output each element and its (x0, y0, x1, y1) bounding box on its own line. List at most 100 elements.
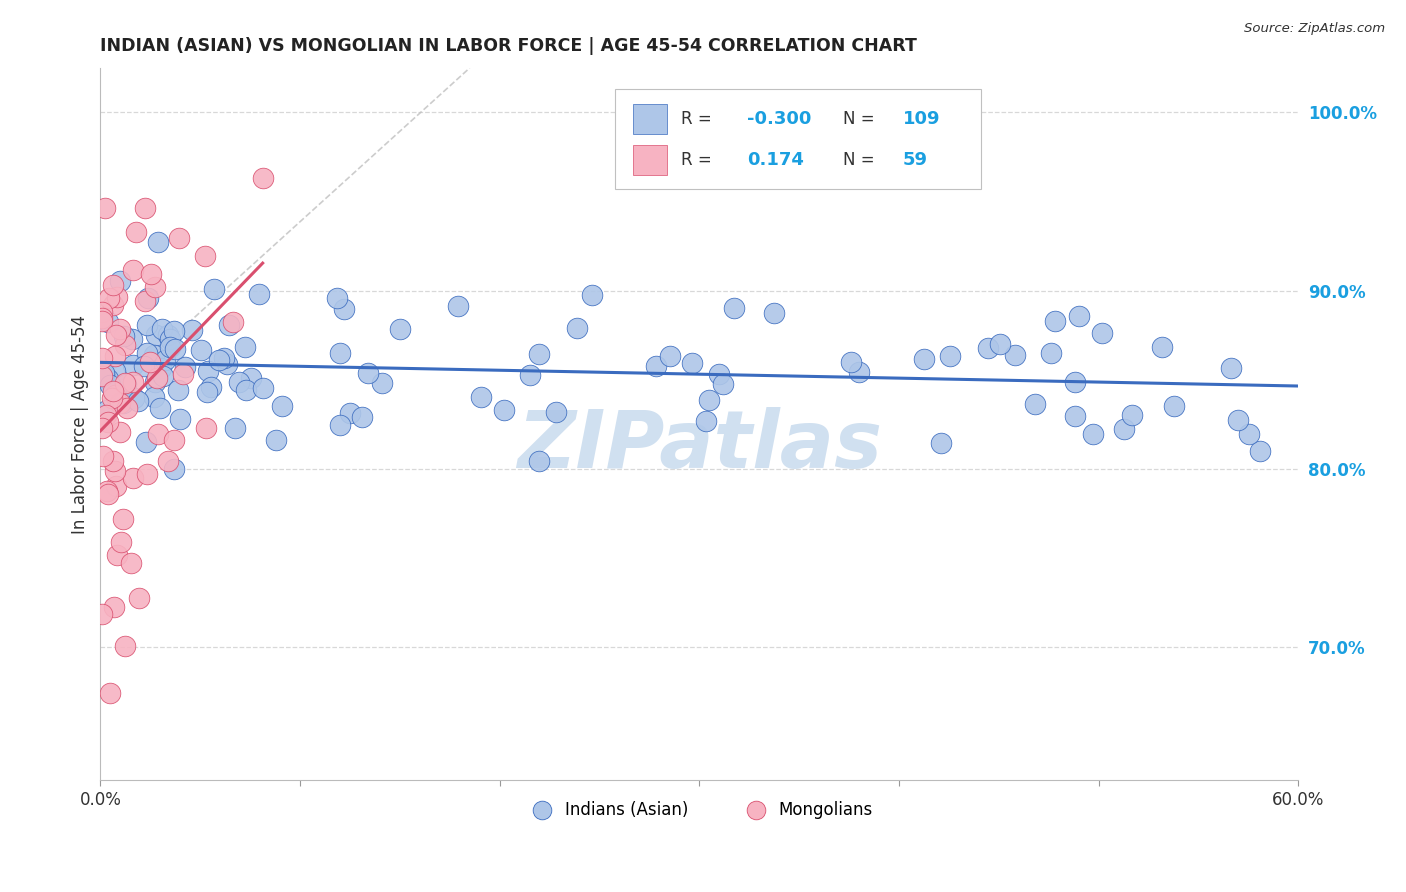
Point (135, 318, 157, 332)
Point (224, 421, 246, 435)
Point (150, 321, 173, 335)
Point (104, 349, 127, 363)
Point (96, 484, 118, 499)
Point (103, 454, 125, 468)
Point (1239, 426, 1261, 441)
Point (546, 405, 568, 419)
Point (110, 425, 132, 439)
Point (644, 359, 666, 374)
Point (723, 301, 745, 315)
Text: R =: R = (682, 111, 711, 128)
Point (121, 332, 143, 346)
Point (208, 352, 231, 367)
Bar (633, 104, 666, 134)
Point (145, 328, 167, 343)
Point (912, 351, 935, 366)
Point (120, 556, 142, 570)
Point (1063, 409, 1085, 423)
Point (163, 462, 186, 476)
Point (135, 346, 157, 360)
Point (128, 591, 150, 605)
Point (97, 291, 120, 305)
Point (1069, 309, 1091, 323)
Point (103, 464, 125, 478)
Point (134, 293, 156, 308)
Point (146, 235, 169, 249)
Point (94, 201, 117, 215)
Point (115, 401, 138, 415)
Point (1249, 444, 1271, 458)
Point (125, 225, 148, 239)
Point (1004, 348, 1026, 362)
Text: N =: N = (844, 151, 875, 169)
Point (217, 357, 239, 371)
Point (91, 449, 114, 463)
Text: Source: ZipAtlas.com: Source: ZipAtlas.com (1244, 22, 1385, 36)
Point (163, 342, 186, 356)
Point (240, 370, 263, 384)
Point (1220, 360, 1243, 375)
Point (153, 352, 176, 367)
Bar (633, 145, 666, 175)
Point (252, 381, 274, 395)
Point (1024, 397, 1046, 411)
Point (695, 414, 717, 428)
Point (567, 321, 589, 335)
Point (97, 315, 120, 329)
Point (264, 433, 287, 447)
Point (96, 403, 118, 417)
Point (190, 343, 212, 358)
Point (156, 328, 179, 343)
Point (104, 479, 127, 493)
Point (166, 383, 188, 397)
Point (136, 291, 159, 305)
Point (271, 399, 294, 413)
Point (93, 368, 115, 383)
Point (132, 359, 155, 373)
Point (581, 287, 603, 301)
Point (91, 314, 114, 328)
Point (492, 403, 515, 417)
Point (110, 274, 132, 288)
Y-axis label: In Labor Force | Age 45-54: In Labor Force | Age 45-54 (72, 315, 89, 533)
Point (136, 467, 159, 481)
Point (94, 409, 117, 423)
Point (114, 376, 136, 390)
Point (97, 372, 120, 386)
Point (681, 356, 703, 370)
Point (339, 406, 361, 420)
Point (1081, 427, 1104, 442)
Text: R =: R = (682, 151, 711, 169)
Point (114, 337, 136, 351)
Point (121, 358, 143, 372)
Point (235, 383, 257, 397)
Point (848, 365, 870, 379)
Point (939, 349, 962, 363)
Point (707, 367, 730, 381)
Point (447, 299, 470, 313)
Text: ZIPatlas: ZIPatlas (517, 407, 882, 484)
Point (194, 249, 217, 263)
Point (142, 348, 165, 362)
Point (247, 287, 270, 301)
Point (194, 421, 217, 435)
Point (222, 315, 245, 329)
Point (105, 548, 128, 562)
Point (149, 401, 172, 416)
Point (104, 364, 127, 378)
Point (167, 230, 190, 244)
Point (93, 366, 115, 380)
Point (212, 351, 235, 365)
Point (108, 396, 131, 410)
Point (697, 392, 720, 407)
Point (711, 377, 734, 392)
Point (143, 375, 166, 389)
Point (252, 171, 274, 186)
Point (1163, 399, 1185, 413)
Point (174, 359, 197, 374)
Point (159, 340, 181, 354)
Point (122, 471, 145, 485)
Point (98, 686, 121, 700)
Point (138, 354, 160, 368)
Point (149, 361, 172, 376)
